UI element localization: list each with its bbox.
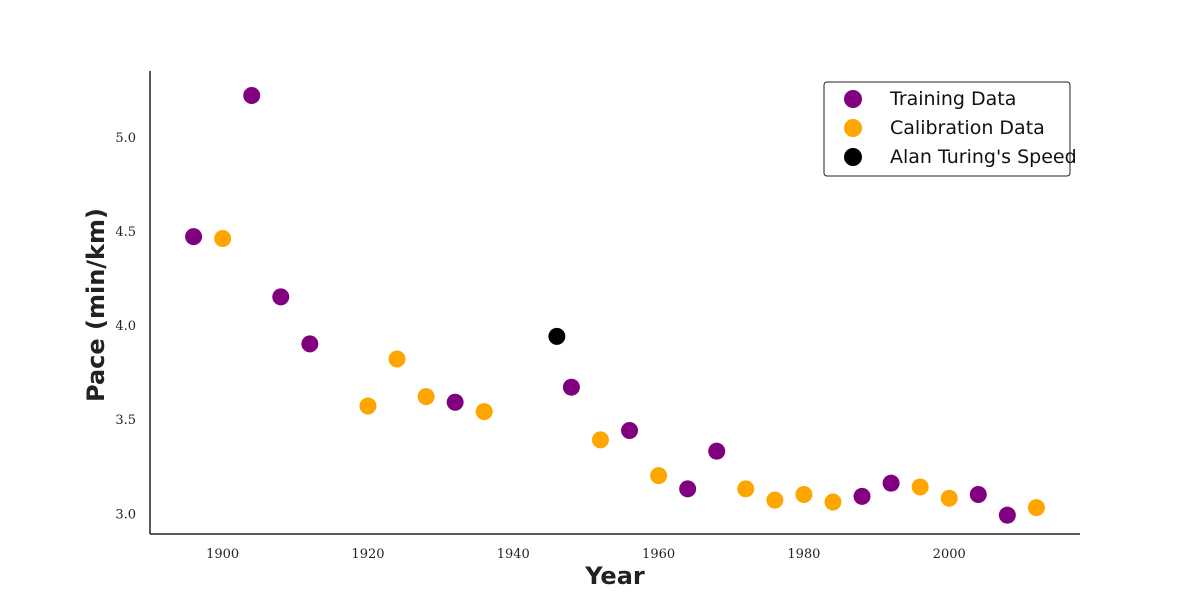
point-training — [969, 485, 987, 503]
point-training — [301, 335, 319, 353]
legend-marker-turing — [844, 148, 862, 166]
point-calibration — [359, 397, 377, 415]
legend-label-training: Training Data — [889, 88, 1016, 110]
point-training — [243, 86, 261, 104]
point-calibration — [388, 350, 406, 368]
point-calibration — [650, 467, 668, 485]
point-calibration — [737, 480, 755, 498]
x-tick-label: 1980 — [787, 547, 820, 562]
y-tick-label: 3.5 — [115, 413, 136, 428]
point-training — [621, 421, 639, 439]
legend-label-turing: Alan Turing's Speed — [890, 146, 1077, 168]
x-tick-label: 1960 — [642, 547, 675, 562]
point-training — [562, 378, 580, 396]
point-calibration — [475, 403, 493, 421]
x-tick-label: 1920 — [351, 547, 384, 562]
point-calibration — [940, 489, 958, 507]
point-calibration — [1027, 499, 1045, 517]
point-calibration — [824, 493, 842, 511]
x-tick-label: 1900 — [206, 547, 239, 562]
point-calibration — [911, 478, 929, 496]
point-training — [708, 442, 726, 460]
legend-label-calibration: Calibration Data — [890, 117, 1045, 139]
point-turing — [548, 327, 566, 345]
point-training — [272, 288, 290, 306]
y-tick-label: 4.5 — [115, 225, 136, 240]
point-training — [882, 474, 900, 492]
point-training — [998, 506, 1016, 524]
point-calibration — [766, 491, 784, 509]
y-axis-title: Pace (min/km) — [82, 208, 110, 402]
y-tick-label: 4.0 — [115, 319, 136, 334]
legend-marker-calibration — [844, 119, 862, 137]
legend-box — [823, 81, 1071, 177]
x-tick-labels: 1900 1920 1940 1960 1980 2000 — [206, 547, 966, 562]
point-training — [853, 487, 871, 505]
y-tick-label: 3.0 — [115, 507, 136, 522]
x-axis-title: Year — [584, 562, 645, 590]
y-tick-label: 5.0 — [115, 131, 136, 146]
point-training — [679, 480, 697, 498]
point-calibration — [417, 388, 435, 406]
x-tick-label: 1940 — [497, 547, 530, 562]
point-calibration — [795, 485, 813, 503]
point-calibration — [591, 431, 609, 449]
point-calibration — [214, 230, 232, 248]
y-tick-labels: 3.0 3.5 4.0 4.5 5.0 — [115, 131, 136, 522]
legend: Training Data Calibration Data Alan Turi… — [823, 81, 1077, 177]
point-training — [185, 228, 203, 246]
point-training — [446, 393, 464, 411]
x-tick-label: 2000 — [933, 547, 966, 562]
legend-marker-training — [844, 90, 862, 108]
data-points — [185, 86, 1045, 524]
